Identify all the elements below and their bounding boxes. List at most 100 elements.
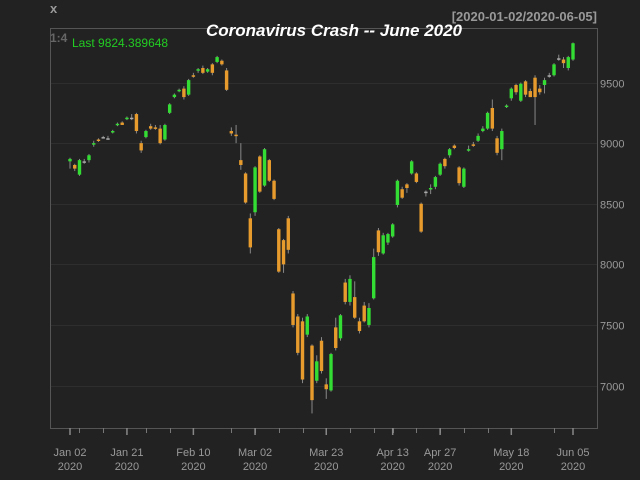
gridlines bbox=[51, 83, 597, 387]
candle-body bbox=[134, 114, 139, 132]
x-tick-year: 2020 bbox=[181, 461, 205, 473]
candles bbox=[68, 42, 575, 414]
candle-body bbox=[433, 177, 438, 187]
x-tick-year: 2020 bbox=[115, 461, 139, 473]
candle-body bbox=[348, 278, 352, 302]
candle-body bbox=[343, 282, 347, 302]
y-axis: 7000 7500 8000 8500 9000 9500 bbox=[600, 79, 624, 394]
candle-body bbox=[272, 180, 276, 199]
candle-body bbox=[424, 191, 428, 194]
candle-body bbox=[125, 117, 129, 120]
candle-body bbox=[186, 80, 191, 95]
candle-body bbox=[509, 88, 514, 99]
x-tick-label: Apr 27 bbox=[424, 447, 456, 459]
candle-body bbox=[305, 316, 309, 335]
candle-body bbox=[96, 139, 101, 142]
candle-body bbox=[182, 88, 186, 98]
candle-body bbox=[148, 126, 153, 129]
candle-body bbox=[400, 189, 404, 198]
candle-body bbox=[462, 168, 466, 187]
candle-body bbox=[533, 77, 537, 98]
candle-body bbox=[552, 64, 556, 76]
candle-body bbox=[547, 75, 551, 77]
plot-frame bbox=[50, 28, 598, 429]
candle-body bbox=[191, 75, 196, 77]
candle-body bbox=[315, 361, 319, 381]
candle-body bbox=[334, 327, 338, 348]
candle-body bbox=[106, 138, 110, 140]
candle-body bbox=[239, 160, 243, 165]
candle-body bbox=[485, 112, 490, 129]
candle-body bbox=[210, 64, 215, 73]
candle-body bbox=[87, 155, 91, 161]
candle-body bbox=[291, 293, 295, 325]
candle-body bbox=[319, 340, 324, 372]
candle-body bbox=[92, 143, 96, 145]
candle-body bbox=[196, 69, 200, 71]
candle-body bbox=[409, 161, 414, 174]
candle-body bbox=[201, 68, 205, 73]
last-value-label: Last 9824.389648 bbox=[72, 36, 168, 50]
y-tick-label: 7500 bbox=[600, 321, 624, 333]
x-tick-year: 2020 bbox=[499, 461, 523, 473]
candle-body bbox=[281, 240, 286, 265]
candle-body bbox=[414, 173, 419, 182]
candle-body bbox=[101, 137, 105, 139]
x-tick-label: Jan 02 bbox=[53, 447, 86, 459]
candle-body bbox=[490, 108, 495, 129]
candle-body bbox=[215, 57, 219, 62]
candle-body bbox=[139, 143, 143, 151]
x-tick-label: May 18 bbox=[493, 447, 529, 459]
candle-body bbox=[390, 224, 395, 237]
x-tick-year: 2020 bbox=[380, 461, 404, 473]
candle-body bbox=[172, 94, 177, 98]
candle-body bbox=[523, 81, 528, 95]
x-axis: Jan 02 2020 Jan 21 2020 Feb 10 2020 Mar 02 2020… bbox=[53, 428, 590, 473]
corner-label: x bbox=[50, 1, 58, 16]
candle-body bbox=[329, 354, 333, 391]
candle-body bbox=[452, 145, 457, 148]
candle-body bbox=[120, 122, 124, 125]
candle-body bbox=[262, 149, 267, 186]
candle-body bbox=[528, 91, 532, 98]
candle-body bbox=[561, 59, 566, 64]
candle-body bbox=[357, 321, 362, 332]
candle-body bbox=[82, 161, 86, 163]
candle-body bbox=[234, 134, 238, 137]
candle-body bbox=[376, 230, 381, 253]
candle-body bbox=[296, 316, 300, 353]
candle-body bbox=[504, 105, 509, 108]
y-tick-label: 8000 bbox=[600, 260, 624, 272]
candle-body bbox=[77, 160, 82, 175]
candle-body bbox=[419, 203, 423, 232]
candle-body bbox=[557, 58, 561, 60]
candle-body bbox=[362, 305, 366, 322]
candle-body bbox=[111, 131, 115, 133]
candle-body bbox=[324, 384, 328, 390]
candle-body bbox=[267, 160, 272, 181]
y-tick-label: 9000 bbox=[600, 139, 624, 151]
chart-title: Coronavirus Crash -- June 2020 bbox=[206, 21, 463, 40]
candle-body bbox=[129, 117, 134, 120]
candle-body bbox=[68, 158, 72, 162]
y-tick-label: 8500 bbox=[600, 200, 624, 212]
candle-body bbox=[167, 104, 172, 113]
x-tick-label: Jan 21 bbox=[110, 447, 143, 459]
x-tick-label: Feb 10 bbox=[176, 447, 210, 459]
y-tick-label: 7000 bbox=[600, 382, 624, 394]
x-tick-label: Mar 23 bbox=[309, 447, 343, 459]
candle-body bbox=[205, 69, 210, 72]
candle-body bbox=[224, 70, 229, 90]
x-tick-year: 2020 bbox=[58, 461, 82, 473]
candle-body bbox=[158, 128, 162, 144]
candle-body bbox=[443, 158, 447, 167]
candle-body bbox=[447, 149, 452, 156]
x-tick-label: Jun 05 bbox=[556, 447, 589, 459]
candle-body bbox=[177, 89, 181, 92]
date-range-label: [2020-01-02/2020-06-05] bbox=[452, 9, 597, 24]
candle-body bbox=[457, 167, 461, 184]
candle-body bbox=[163, 124, 167, 140]
candle-body bbox=[476, 135, 480, 141]
candle-body bbox=[381, 235, 385, 254]
